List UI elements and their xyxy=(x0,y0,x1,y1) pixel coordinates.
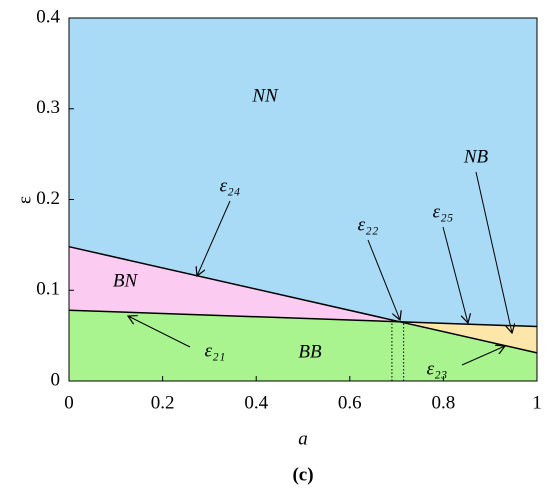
y-tick-label: 0.1 xyxy=(36,279,60,300)
annotation-arrow xyxy=(197,200,231,276)
annotation-arrow xyxy=(475,171,512,333)
x-tick-label: 0.4 xyxy=(244,392,268,413)
annotation: ε₂₂ xyxy=(358,214,379,235)
region-label: BB xyxy=(298,341,322,362)
region xyxy=(69,18,537,327)
y-axis-label: ε xyxy=(14,196,35,204)
x-tick-label: 0 xyxy=(64,392,74,413)
region xyxy=(69,310,537,381)
annotation: NB xyxy=(463,146,489,167)
annotation-arrow xyxy=(461,346,505,366)
annotation-arrow xyxy=(128,316,191,348)
y-tick-label: 0.2 xyxy=(36,188,60,209)
caption: (c) xyxy=(292,464,313,485)
region-label: NN xyxy=(251,85,279,106)
annotation: ε₂₅ xyxy=(433,201,454,222)
x-tick-label: 0.8 xyxy=(432,392,456,413)
boundary-line xyxy=(68,309,538,328)
annotation: ε₂₁ xyxy=(205,340,226,361)
x-tick-label: 0.2 xyxy=(151,392,175,413)
y-tick-label: 0 xyxy=(51,369,61,390)
annotation-arrow xyxy=(442,226,468,323)
region-label: BN xyxy=(113,270,139,291)
annotation-arrow xyxy=(367,239,400,320)
plot-area xyxy=(68,18,538,381)
boundary-line xyxy=(68,245,538,354)
x-tick-label: 0.6 xyxy=(338,392,362,413)
x-axis-label: a xyxy=(298,428,308,449)
y-tick-label: 0.3 xyxy=(36,97,60,118)
x-tick-label: 1 xyxy=(532,392,542,413)
annotation: ε₂₄ xyxy=(220,175,241,196)
y-tick-label: 0.4 xyxy=(36,6,60,27)
annotation: ε₂₃ xyxy=(427,358,448,379)
